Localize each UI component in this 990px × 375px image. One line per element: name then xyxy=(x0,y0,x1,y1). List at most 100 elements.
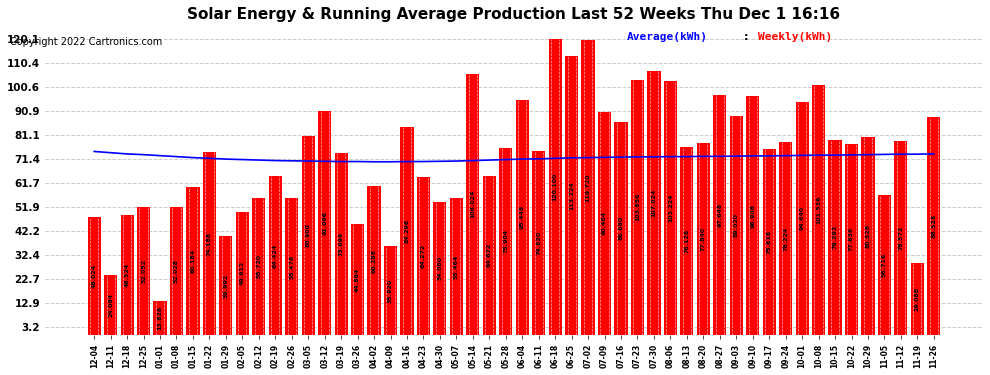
Text: 94.640: 94.640 xyxy=(800,206,805,230)
Bar xyxy=(186,187,200,334)
Text: 73.696: 73.696 xyxy=(339,232,344,256)
Bar xyxy=(878,195,891,334)
Text: 79.292: 79.292 xyxy=(833,225,838,249)
Bar xyxy=(779,142,792,334)
Text: Copyright 2022 Cartronics.com: Copyright 2022 Cartronics.com xyxy=(10,37,162,47)
Text: 75.904: 75.904 xyxy=(503,229,508,254)
Text: 120.100: 120.100 xyxy=(552,173,557,201)
Text: 77.840: 77.840 xyxy=(701,227,706,251)
Bar xyxy=(268,176,282,334)
Bar xyxy=(664,81,677,334)
Text: 84.296: 84.296 xyxy=(405,219,410,243)
Text: 52.052: 52.052 xyxy=(141,259,147,283)
Text: 90.464: 90.464 xyxy=(602,211,607,236)
Text: 74.620: 74.620 xyxy=(537,231,542,255)
Text: 55.476: 55.476 xyxy=(289,254,294,279)
Bar xyxy=(746,96,759,334)
Bar xyxy=(598,112,611,334)
Bar xyxy=(252,198,265,334)
Text: 119.720: 119.720 xyxy=(585,173,591,202)
Bar xyxy=(302,136,315,334)
Text: 74.188: 74.188 xyxy=(207,231,212,256)
Text: 75.616: 75.616 xyxy=(766,230,771,254)
Text: 107.024: 107.024 xyxy=(651,189,656,217)
Bar xyxy=(285,198,298,334)
Text: 64.672: 64.672 xyxy=(487,243,492,267)
Text: Average(kWh): Average(kWh) xyxy=(627,32,708,42)
Title: Solar Energy & Running Average Production Last 52 Weeks Thu Dec 1 16:16: Solar Energy & Running Average Productio… xyxy=(187,7,841,22)
Text: 76.128: 76.128 xyxy=(684,229,689,253)
Text: 80.528: 80.528 xyxy=(865,224,870,248)
Text: 89.020: 89.020 xyxy=(734,213,739,237)
Text: 78.224: 78.224 xyxy=(783,226,788,251)
Bar xyxy=(104,275,117,334)
Bar xyxy=(203,152,216,334)
Bar xyxy=(762,149,776,334)
Text: 106.024: 106.024 xyxy=(470,190,475,219)
Text: 44.864: 44.864 xyxy=(355,267,360,292)
Bar xyxy=(647,72,660,334)
Bar xyxy=(318,111,332,334)
Bar xyxy=(483,176,496,334)
Bar xyxy=(153,301,166,334)
Bar xyxy=(829,140,842,334)
Bar xyxy=(581,40,595,334)
Bar xyxy=(680,147,693,334)
Bar xyxy=(121,215,134,334)
Bar xyxy=(697,143,710,334)
Text: 91.096: 91.096 xyxy=(322,211,327,235)
Bar xyxy=(137,207,150,334)
Text: 56.716: 56.716 xyxy=(882,253,887,277)
Bar xyxy=(911,263,924,334)
Bar xyxy=(87,216,101,334)
Text: 88.528: 88.528 xyxy=(932,214,937,238)
Text: 101.536: 101.536 xyxy=(816,196,821,224)
Text: 39.992: 39.992 xyxy=(224,273,229,298)
Text: 49.912: 49.912 xyxy=(240,261,245,285)
Text: 54.080: 54.080 xyxy=(438,256,443,280)
Bar xyxy=(796,102,809,334)
Bar xyxy=(812,85,825,334)
Text: 64.424: 64.424 xyxy=(273,243,278,268)
Bar xyxy=(516,100,529,334)
Bar xyxy=(713,94,727,334)
Bar xyxy=(400,128,414,335)
Bar xyxy=(417,177,430,334)
Text: 103.656: 103.656 xyxy=(635,193,640,222)
Text: 80.900: 80.900 xyxy=(306,223,311,247)
Bar xyxy=(434,202,446,334)
Text: 35.920: 35.920 xyxy=(388,278,393,303)
Bar xyxy=(928,117,940,334)
Text: 78.572: 78.572 xyxy=(898,226,904,250)
Text: 64.272: 64.272 xyxy=(421,243,426,268)
Bar xyxy=(449,198,463,334)
Text: 48.524: 48.524 xyxy=(125,263,130,287)
Text: :: : xyxy=(743,32,752,42)
Text: 113.224: 113.224 xyxy=(569,181,574,210)
Bar xyxy=(170,207,183,334)
Bar xyxy=(532,151,545,334)
Bar xyxy=(861,136,874,334)
Text: Weekly(kWh): Weekly(kWh) xyxy=(758,32,833,42)
Bar xyxy=(351,224,364,334)
Bar xyxy=(335,153,347,334)
Bar xyxy=(548,39,561,334)
Text: 52.028: 52.028 xyxy=(174,259,179,283)
Text: 95.448: 95.448 xyxy=(520,205,525,230)
Bar xyxy=(894,141,908,334)
Text: 103.224: 103.224 xyxy=(668,194,673,222)
Text: 55.464: 55.464 xyxy=(453,254,459,279)
Text: 77.636: 77.636 xyxy=(849,227,854,251)
Bar xyxy=(220,236,233,334)
Bar xyxy=(499,148,513,334)
Text: 48.024: 48.024 xyxy=(92,264,97,288)
Text: 55.720: 55.720 xyxy=(256,254,261,278)
Text: 60.184: 60.184 xyxy=(190,249,195,273)
Bar xyxy=(631,80,644,334)
Text: 97.648: 97.648 xyxy=(718,202,723,227)
Text: 60.288: 60.288 xyxy=(371,249,376,273)
Text: 96.908: 96.908 xyxy=(750,204,755,228)
Text: 29.088: 29.088 xyxy=(915,287,920,311)
Text: 13.828: 13.828 xyxy=(157,306,162,330)
Bar xyxy=(844,144,858,334)
